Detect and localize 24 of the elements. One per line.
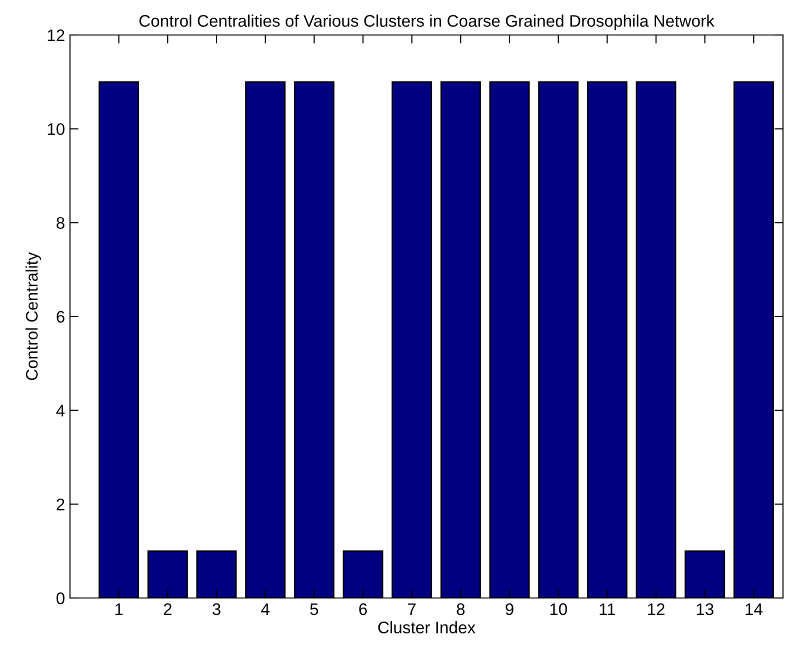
x-tick-label: 6: [359, 603, 367, 616]
x-tick-label: 5: [310, 603, 318, 616]
x-tick-label: 1: [115, 603, 123, 615]
y-tick-label: 6: [56, 310, 64, 323]
x-tick-label: 2: [164, 603, 172, 615]
x-tick-label: 10: [550, 603, 567, 616]
x-tick-label: 11: [600, 603, 616, 615]
x-tick-label: 13: [696, 603, 714, 616]
y-axis-title: Control Centrality: [26, 252, 42, 380]
x-tick-label: 7: [408, 603, 416, 615]
y-tick-label: 8: [56, 217, 64, 229]
y-tick-label: 4: [56, 404, 65, 416]
x-tick-label: 9: [506, 603, 514, 616]
y-tick-label: 10: [48, 123, 64, 136]
chart-title: Control Centralities of Various Clusters in Coarse Grained Drosophila Network: [139, 14, 714, 30]
x-tick-label: 14: [746, 603, 762, 615]
y-tick-label: 12: [48, 29, 64, 42]
x-tick-label: 8: [456, 603, 465, 616]
y-tick-label: 0: [56, 592, 64, 604]
x-tick-label: 4: [261, 603, 270, 615]
x-tick-label: 12: [648, 603, 664, 615]
y-tick-label: 2: [56, 498, 64, 510]
x-tick-label: 3: [212, 603, 220, 616]
x-axis-title: Cluster Index: [378, 621, 476, 634]
